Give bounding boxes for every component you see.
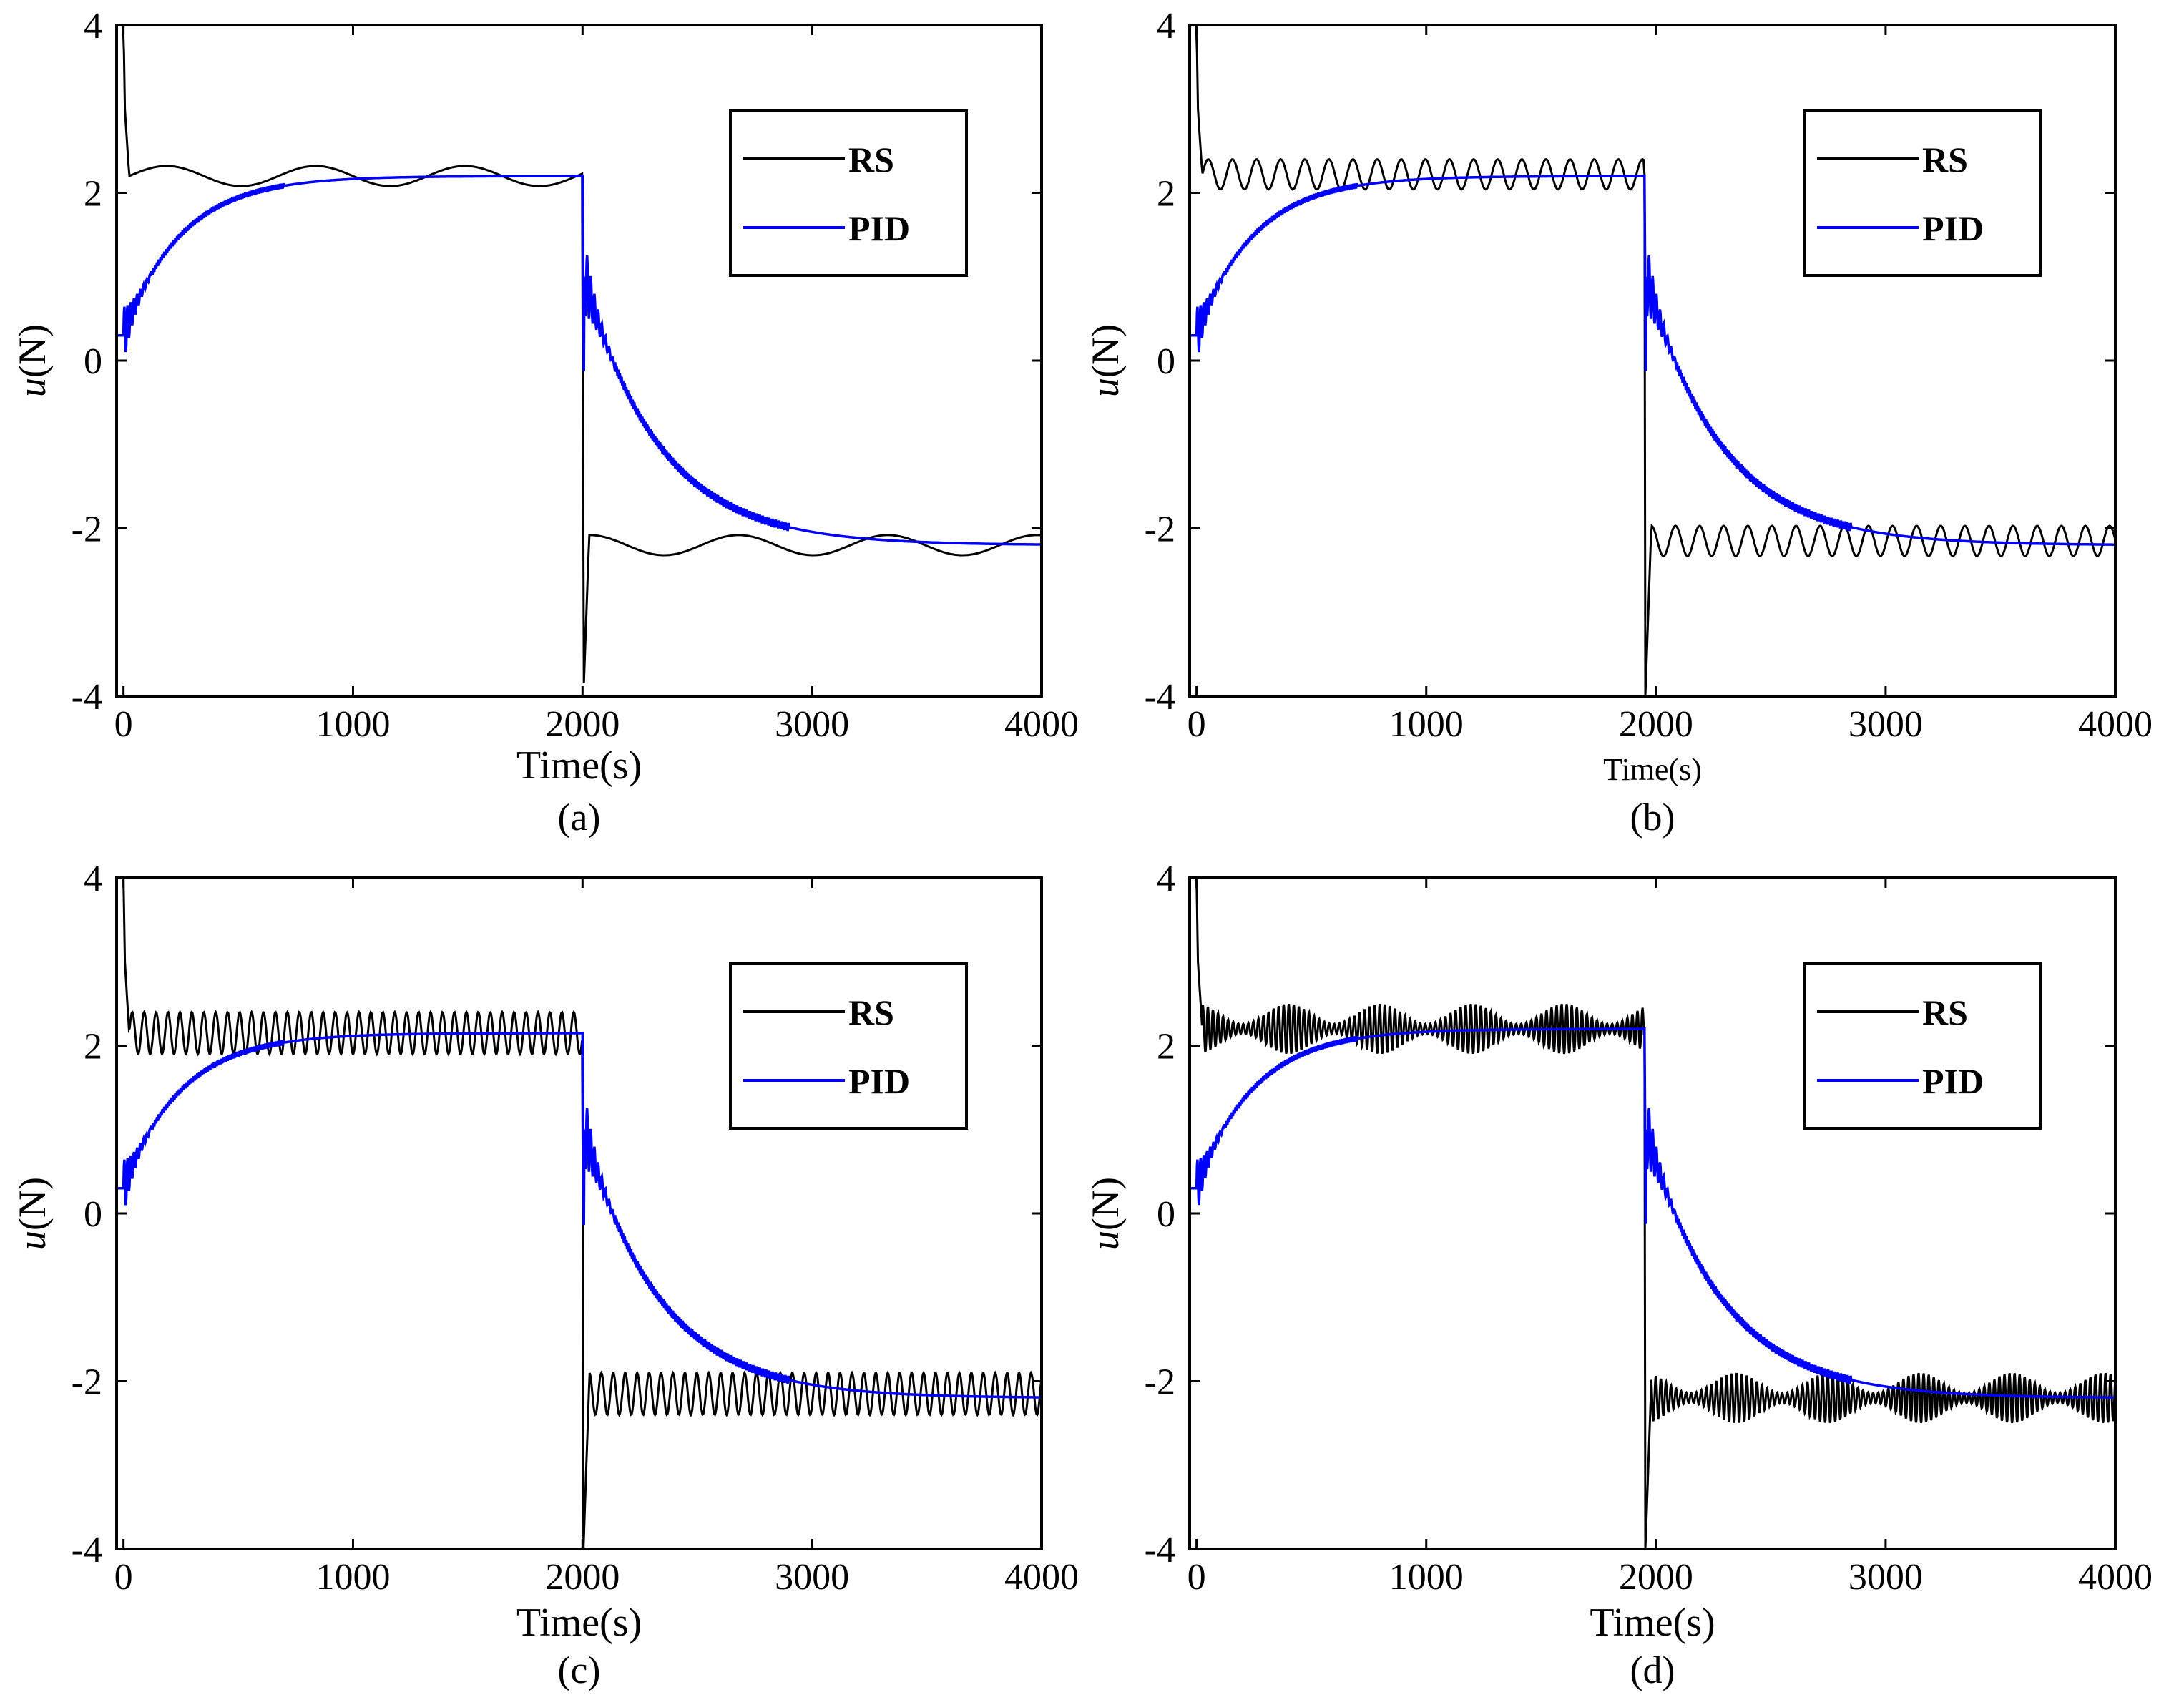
x-tick-label: 0 xyxy=(1188,704,1206,745)
y-axis-label: u(N) xyxy=(11,324,54,397)
x-tick-label: 2000 xyxy=(1619,1557,1693,1598)
y-tick-label: -4 xyxy=(72,1530,102,1570)
legend-box xyxy=(1803,109,2042,277)
legend-box xyxy=(1803,962,2042,1130)
x-tick-label: 2000 xyxy=(545,704,620,745)
x-tick-label: 0 xyxy=(1188,1557,1206,1598)
legend-label-rs: RS xyxy=(848,140,894,180)
y-tick-label: -4 xyxy=(1145,1530,1175,1570)
x-axis-label: Time(s) xyxy=(1590,1601,1715,1645)
pid-series-line xyxy=(1190,1027,2115,1399)
x-tick-label: 0 xyxy=(114,704,133,745)
y-tick-label: -2 xyxy=(1145,509,1175,550)
legend-box xyxy=(729,109,968,277)
y-axis-label-symbol: u xyxy=(11,378,54,397)
legend-label-pid: PID xyxy=(1922,208,1984,248)
y-axis-label-unit: (N) xyxy=(1084,324,1127,378)
legend-label-rs: RS xyxy=(848,992,894,1032)
x-tick-label: 3000 xyxy=(1848,1557,1923,1598)
y-tick-label: -2 xyxy=(72,509,102,550)
y-tick-label: 4 xyxy=(84,859,102,899)
rs-series-line xyxy=(117,878,1042,1549)
y-axis-label-unit: (N) xyxy=(11,1177,54,1231)
y-tick-label: 2 xyxy=(1157,1027,1175,1068)
x-tick-label: 4000 xyxy=(2078,704,2153,745)
x-tick-label: 1000 xyxy=(1389,704,1464,745)
legend-box xyxy=(729,962,968,1130)
chart-panel-c: 0 1000 2000 3000 4000 -4 -2 0 2 4 u(N) Time(s)(c) RS… xyxy=(11,859,1079,1691)
x-tick-label: 3000 xyxy=(1848,704,1923,745)
y-tick-label: -4 xyxy=(72,677,102,718)
y-tick-label: 0 xyxy=(1157,341,1175,382)
rs-series-line xyxy=(1190,878,2115,1549)
pid-series-line xyxy=(117,1031,1042,1399)
pid-series-line xyxy=(1190,174,2115,546)
chart-panel-a: 0 1000 2000 3000 4000 -4 -2 0 2 4 u(N) Time(s) (a) RS… xyxy=(11,6,1079,839)
y-tick-label: 0 xyxy=(84,341,102,382)
x-tick-label: 0 xyxy=(114,1557,133,1598)
x-tick-label: 1000 xyxy=(315,1557,390,1598)
x-axis-label: Time(s) xyxy=(1603,752,1702,787)
x-axis-label: Time(s) xyxy=(516,743,642,788)
y-tick-label: -2 xyxy=(1145,1362,1175,1403)
y-axis-label-symbol: u xyxy=(1084,378,1127,397)
x-tick-label: 2000 xyxy=(1619,704,1693,745)
legend-label-rs: RS xyxy=(1922,992,1968,1032)
x-tick-label: 4000 xyxy=(2078,1557,2153,1598)
x-tick-label: 2000 xyxy=(545,1557,620,1598)
legend-label-pid: PID xyxy=(1922,1061,1984,1101)
y-tick-label: 2 xyxy=(84,174,102,215)
y-tick-label: 2 xyxy=(84,1027,102,1068)
y-axis-label-symbol: u xyxy=(11,1231,54,1250)
panel-caption: (b) xyxy=(1630,796,1675,839)
y-axis-label: u(N) xyxy=(11,1177,54,1250)
x-tick-label: 3000 xyxy=(775,704,849,745)
y-tick-label: 4 xyxy=(84,6,102,47)
x-tick-label: 1000 xyxy=(1389,1557,1464,1598)
rs-series-line xyxy=(1190,25,2115,696)
y-tick-label: 4 xyxy=(1157,6,1175,47)
x-tick-label: 4000 xyxy=(1004,704,1079,745)
y-axis-label-unit: (N) xyxy=(1084,1177,1127,1231)
y-tick-label: 0 xyxy=(84,1194,102,1235)
y-axis-label-unit: (N) xyxy=(11,324,54,378)
legend-label-pid: PID xyxy=(848,208,910,248)
panel-caption: (d) xyxy=(1630,1648,1675,1691)
y-tick-label: 2 xyxy=(1157,174,1175,215)
y-tick-label: 4 xyxy=(1157,859,1175,899)
y-axis-label: u(N) xyxy=(1084,1177,1127,1250)
legend-label-pid: PID xyxy=(848,1061,910,1101)
x-tick-label: 1000 xyxy=(315,704,390,745)
x-tick-label: 4000 xyxy=(1004,1557,1079,1598)
y-axis-label: u(N) xyxy=(1084,324,1127,397)
chart-panel-d: 0 1000 2000 3000 4000 -4 -2 0 2 4 u(N) Time(s)(d) RS… xyxy=(1084,859,2153,1691)
y-tick-label: 0 xyxy=(1157,1194,1175,1235)
x-tick-label: 3000 xyxy=(775,1557,849,1598)
legend-label-rs: RS xyxy=(1922,140,1968,180)
panel-caption: (a) xyxy=(558,796,601,839)
y-tick-label: -4 xyxy=(1145,677,1175,718)
panel-caption: (c) xyxy=(558,1648,601,1691)
x-axis-label: Time(s) xyxy=(516,1601,642,1645)
y-axis-label-symbol: u xyxy=(1084,1231,1127,1250)
pid-series-line xyxy=(117,174,1042,546)
y-tick-label: -2 xyxy=(72,1362,102,1403)
chart-panel-b: 0 1000 2000 3000 4000 -4 -2 0 2 4 u(N) Time(s) (b) RS… xyxy=(1084,6,2153,839)
